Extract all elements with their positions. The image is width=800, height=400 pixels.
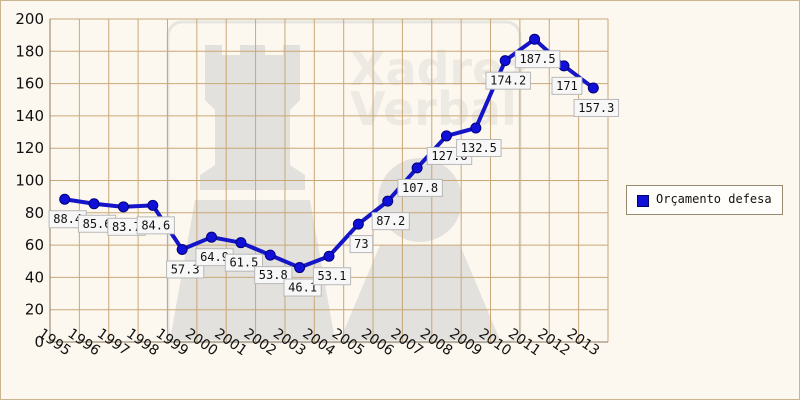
data-label: 53.1 bbox=[312, 267, 352, 286]
data-label: 73 bbox=[349, 235, 374, 254]
data-point bbox=[470, 122, 482, 134]
y-tick-label: 20 bbox=[25, 301, 44, 319]
data-point bbox=[529, 33, 541, 45]
data-point bbox=[323, 250, 335, 262]
data-label-text: 88.4 bbox=[53, 212, 82, 226]
data-label-text: 46.1 bbox=[288, 281, 317, 295]
legend: Orçamento defesa bbox=[626, 185, 783, 215]
data-label-box bbox=[573, 98, 620, 117]
data-point bbox=[440, 130, 452, 142]
data-label: 57.3 bbox=[166, 260, 205, 279]
data-label-box bbox=[136, 216, 175, 235]
data-point bbox=[499, 55, 511, 67]
data-label: 132.5 bbox=[456, 139, 502, 158]
data-label: 85.6 bbox=[77, 214, 117, 233]
data-label-text: 84.6 bbox=[141, 218, 170, 232]
data-label-box bbox=[166, 260, 205, 279]
data-label-box bbox=[514, 50, 561, 69]
data-label-box bbox=[485, 71, 531, 90]
data-label: 88.4 bbox=[48, 210, 87, 229]
data-label-text: 174.2 bbox=[490, 74, 526, 88]
data-point bbox=[587, 82, 599, 94]
data-label: 87.2 bbox=[371, 212, 410, 231]
data-label-box bbox=[283, 278, 322, 297]
watermark-line2: Verbal bbox=[350, 82, 517, 136]
data-point bbox=[88, 198, 100, 210]
y-tick-label: 120 bbox=[15, 139, 44, 157]
data-labels: 88.4 85.6 83.7 84.6 57.364.9 61.553.846.153.1… bbox=[48, 50, 620, 297]
data-label-text: 187.5 bbox=[520, 52, 556, 66]
data-label: 107.8 bbox=[397, 178, 443, 197]
data-label-text: 53.1 bbox=[318, 269, 347, 283]
data-point bbox=[235, 237, 247, 249]
data-label-box bbox=[371, 212, 410, 231]
y-tick-label: 40 bbox=[25, 268, 44, 286]
data-label-box bbox=[254, 266, 293, 285]
data-point bbox=[206, 231, 218, 243]
data-label-text: 107.8 bbox=[402, 181, 438, 195]
data-point bbox=[264, 249, 276, 261]
data-point bbox=[176, 243, 188, 255]
data-label-text: 87.2 bbox=[376, 214, 405, 228]
data-label: 174.2 bbox=[485, 71, 531, 90]
legend-label: Orçamento defesa bbox=[656, 192, 772, 206]
data-point bbox=[147, 199, 159, 211]
data-point bbox=[558, 60, 570, 72]
y-tick-label: 100 bbox=[15, 172, 44, 190]
data-label: 171 bbox=[551, 76, 583, 95]
data-label: 187.5 bbox=[514, 50, 561, 69]
y-tick-label: 200 bbox=[15, 10, 44, 28]
data-label-box bbox=[456, 139, 502, 158]
axes bbox=[49, 19, 608, 343]
data-label-text: 83.7 bbox=[112, 220, 141, 234]
data-label-box bbox=[397, 178, 443, 197]
data-label-text: 57.3 bbox=[171, 262, 200, 276]
y-tick-label: 60 bbox=[25, 236, 44, 254]
data-label-text: 61.5 bbox=[229, 256, 258, 270]
data-point bbox=[382, 195, 394, 207]
data-label: 46.1 bbox=[283, 278, 322, 297]
data-label: 61.5 bbox=[224, 253, 263, 272]
data-label-text: 53.8 bbox=[259, 268, 288, 282]
y-tick-label: 160 bbox=[15, 75, 44, 93]
data-label: 157.3 bbox=[573, 98, 620, 117]
data-label-text: 157.3 bbox=[578, 101, 614, 115]
data-point bbox=[59, 193, 71, 205]
data-label-text: 132.5 bbox=[461, 141, 497, 155]
data-label-box bbox=[224, 253, 263, 272]
data-label-box bbox=[349, 235, 374, 254]
y-tick-label: 0 bbox=[34, 333, 44, 351]
y-axis-ticks: 0 20 40 60 80 100 120 140 160 180 200 bbox=[15, 10, 44, 351]
y-tick-label: 80 bbox=[25, 204, 44, 222]
data-label-box bbox=[312, 267, 352, 286]
series-orcamento-defesa bbox=[59, 33, 599, 274]
data-label: 53.8 bbox=[254, 266, 293, 285]
y-tick-label: 140 bbox=[15, 107, 44, 125]
data-label-text: 85.6 bbox=[83, 217, 112, 231]
data-point bbox=[352, 218, 364, 230]
data-label-text: 64.9 bbox=[200, 250, 229, 264]
y-tick-label: 180 bbox=[15, 42, 44, 60]
data-point bbox=[117, 201, 129, 213]
data-point bbox=[411, 162, 423, 174]
data-label: 84.6 bbox=[136, 216, 175, 235]
data-label-box bbox=[551, 76, 583, 95]
data-label-text: 171 bbox=[556, 79, 578, 93]
data-point bbox=[294, 262, 306, 274]
data-label: 64.9 bbox=[195, 248, 234, 267]
legend-swatch bbox=[637, 195, 649, 207]
data-label-text: 73 bbox=[354, 237, 368, 251]
